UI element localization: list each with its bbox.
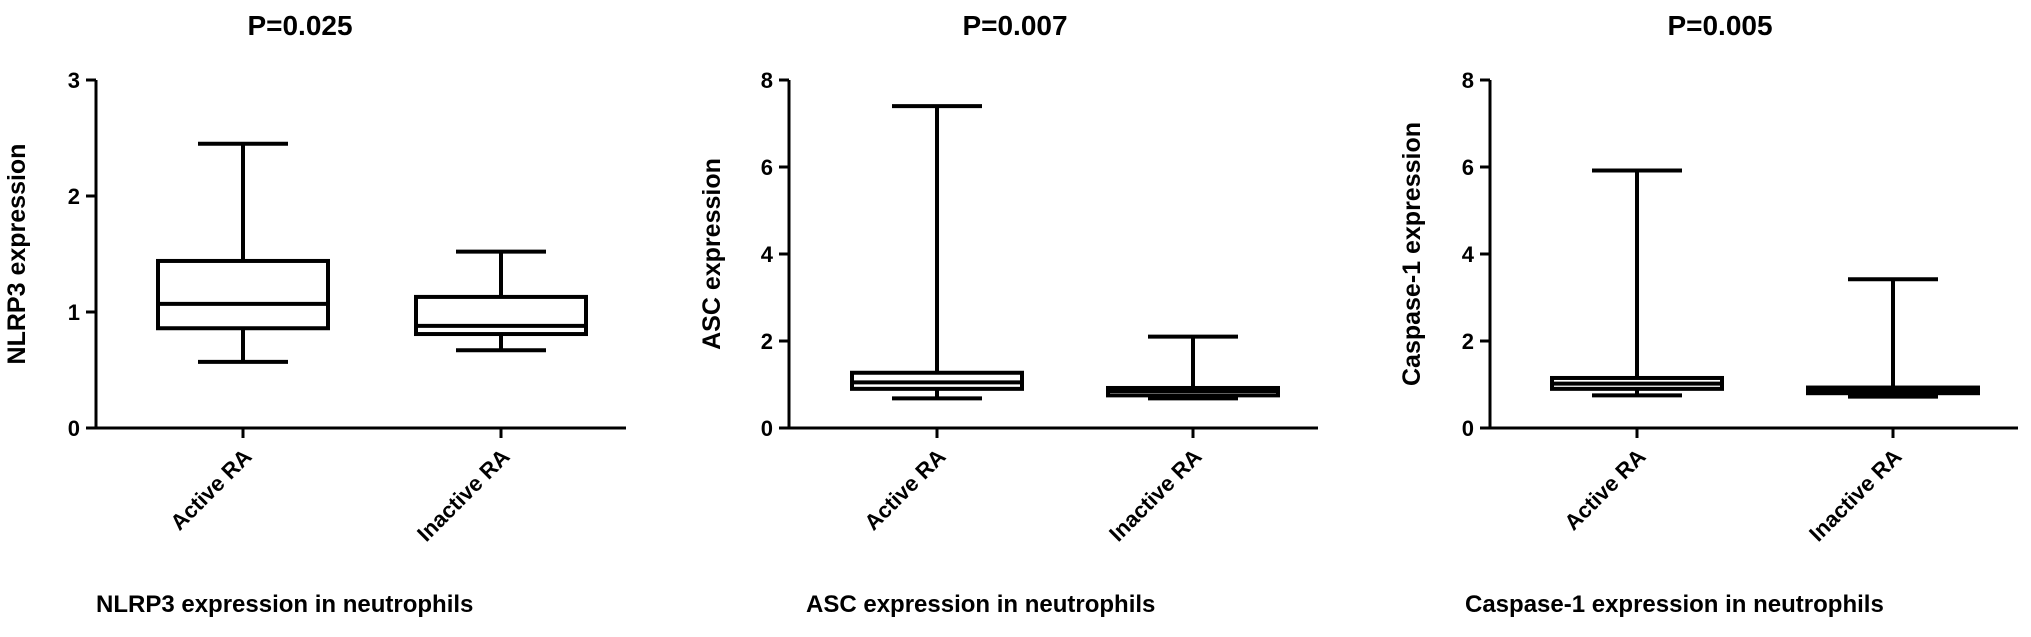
box-2 bbox=[1806, 277, 1980, 399]
category-label: Active RA bbox=[859, 444, 950, 535]
category-label: Active RA bbox=[1559, 444, 1650, 535]
panel-title: P=0.005 bbox=[1667, 10, 1772, 41]
y-axis-label: NLRP3 expression bbox=[3, 144, 31, 365]
panel-2: P=0.007 0 2 4 6 8 ASC expression Active RA Inact… bbox=[698, 10, 1318, 618]
panel-title: P=0.007 bbox=[962, 10, 1067, 41]
y-tick-label: 8 bbox=[1462, 68, 1474, 93]
y-tick-label: 4 bbox=[761, 242, 774, 267]
x-axis-label: ASC expression in neutrophils bbox=[806, 591, 1155, 618]
y-tick-label: 0 bbox=[761, 416, 773, 441]
box-1 bbox=[850, 104, 1024, 401]
y-tick-label: 3 bbox=[68, 68, 80, 93]
iqr-box bbox=[156, 258, 330, 331]
iqr-box bbox=[414, 294, 588, 337]
category-label: Active RA bbox=[165, 444, 256, 535]
y-tick-label: 0 bbox=[68, 416, 80, 441]
box-1 bbox=[156, 141, 330, 364]
panel-title: P=0.025 bbox=[247, 10, 352, 41]
y-tick-label: 4 bbox=[1462, 242, 1475, 267]
y-tick-label: 1 bbox=[68, 300, 80, 325]
y-tick-label: 2 bbox=[761, 329, 773, 354]
box-1 bbox=[1550, 168, 1724, 398]
x-axis-label: NLRP3 expression in neutrophils bbox=[96, 591, 473, 618]
y-tick-label: 2 bbox=[68, 184, 80, 209]
box-2 bbox=[414, 249, 588, 353]
y-tick-label: 6 bbox=[761, 155, 773, 180]
panel-1: P=0.025 0 1 2 3 NLRP3 expression Active RA Inac… bbox=[3, 10, 626, 618]
category-label: Inactive RA bbox=[1804, 444, 1906, 546]
y-tick-label: 0 bbox=[1462, 416, 1474, 441]
panel-3: P=0.005 0 2 4 6 8 Caspase-1 expression Active R… bbox=[1398, 10, 2018, 618]
category-label: Inactive RA bbox=[1104, 444, 1206, 546]
y-tick-label: 8 bbox=[761, 68, 773, 93]
box-2 bbox=[1106, 334, 1280, 401]
x-axis-label: Caspase-1 expression in neutrophils bbox=[1465, 591, 1884, 618]
y-axis-label: ASC expression bbox=[698, 158, 726, 350]
y-tick-label: 2 bbox=[1462, 329, 1474, 354]
category-label: Inactive RA bbox=[412, 444, 514, 546]
y-tick-label: 6 bbox=[1462, 155, 1474, 180]
y-axis-label: Caspase-1 expression bbox=[1398, 122, 1426, 386]
